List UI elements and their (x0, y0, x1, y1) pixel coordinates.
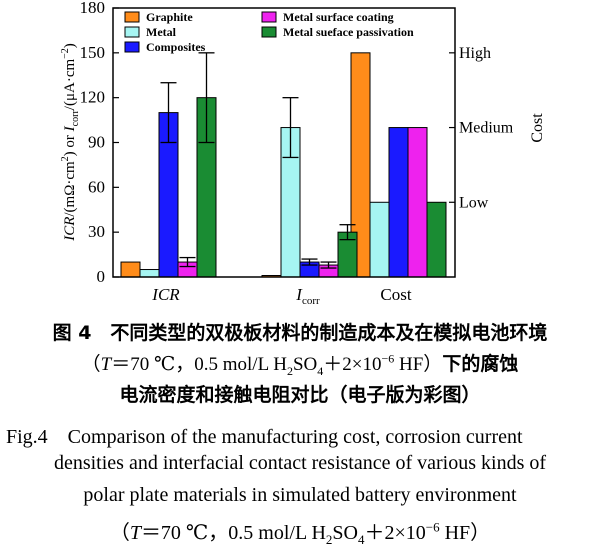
bar-icr-0 (120, 261, 141, 278)
y-tick-label: 120 (80, 88, 106, 107)
x-category-label: Icorr (295, 285, 320, 307)
plot-area (120, 52, 447, 278)
caption-cn-line-2-sup: −6 (381, 351, 395, 366)
caption-en-line-4-t: T (129, 522, 141, 544)
caption-en-line-4-b: ＝70 ℃，0.5 mol/L H (140, 522, 326, 544)
y-axis-label-part: I (62, 125, 78, 132)
caption-en-line-4-sub4: 4 (357, 532, 365, 547)
right-tick-label: High (459, 45, 491, 62)
y-tick-label: 0 (97, 267, 106, 286)
y-axis-label-part: 2 (60, 156, 71, 161)
caption-cn-line-2-t: T (100, 354, 112, 375)
bar-cost-2 (388, 127, 409, 278)
y-axis-label-part: corr (70, 110, 81, 127)
legend-label: Metal sueface passivation (283, 25, 414, 39)
caption-cn-line-2-b: ＝70 ℃，0.5 mol/L H (111, 354, 287, 375)
y-tick-label: 90 (88, 133, 105, 152)
right-tick-label: Low (459, 194, 489, 211)
caption-cn-line-2-open: （ (81, 354, 101, 375)
y-tick-label: 30 (88, 222, 105, 241)
caption-cn-line-2-sub2: 2 (286, 363, 293, 378)
caption-cn-line-2-sub4: 4 (317, 363, 324, 378)
y-axis-label-part: /(μA·cm (62, 59, 78, 111)
legend-swatch (124, 11, 140, 23)
x-category-label: ICR (151, 285, 180, 304)
y-tick-label: 150 (80, 43, 106, 62)
y-axis-label-text: ICR/(mΩ·cm2) or Icorr/(μA·cm−2) (60, 43, 81, 242)
caption-cn-line-1: 图 4 不同类型的双极板材料的制造成本及在模拟电池环境 (52, 322, 548, 344)
y-axis-label-part: /(mΩ·cm (62, 161, 78, 217)
caption-cn-line-2-d: ＋2×10 (323, 354, 382, 375)
bar-cost-1 (369, 201, 390, 278)
legend-label: Graphite (146, 10, 193, 24)
y-tick-label: 60 (88, 177, 105, 196)
y-axis-label-part: ) (62, 43, 78, 48)
caption-cn-line-2: （T＝70 ℃，0.5 mol/L H2SO4＋2×10−6 HF）下的腐蚀 (0, 349, 600, 379)
caption-en-line-4-d: ＋2×10 (364, 522, 426, 544)
bar-chart: 0 30 60 90 120 150 180 High Medium Low ICR Icorr Cos… (60, 0, 546, 307)
legend-swatch (124, 26, 140, 38)
caption-en-line-4: （T＝70 ℃，0.5 mol/L H2SO4＋2×10−6 HF） (0, 516, 600, 548)
y-axis-label-part: ) or (62, 131, 78, 156)
bar-icr-1 (139, 269, 160, 278)
caption-en-line-4-sup: −6 (425, 519, 440, 535)
caption-en-line-2: densities and interfacial contact resist… (53, 452, 547, 474)
bar-cost-3 (407, 127, 428, 278)
caption-cn-line-2-zh: 下的腐蚀 (442, 353, 519, 375)
legend-label: Metal surface coating (283, 10, 394, 24)
caption-en-line-4-sub2: 2 (325, 532, 333, 547)
caption-cn-line-3: 电流密度和接触电阻对比（电子版为彩图） (119, 384, 481, 406)
x-category-label: Cost (380, 285, 411, 304)
y-axis-label: ICR/(mΩ·cm2) or Icorr/(μA·cm−2) (60, 43, 81, 242)
caption-cn-line-2-c: SO (292, 354, 318, 375)
legend-label: Composites (146, 40, 206, 54)
caption-en-line-4-c: SO (332, 522, 358, 544)
y-tick-label: 180 (80, 0, 106, 17)
legend-swatch (124, 41, 140, 53)
caption-en-line-1: Fig.4 Comparison of the manufacturing co… (6, 426, 523, 448)
x-category-sub: corr (302, 295, 320, 307)
right-tick-label: Medium (459, 120, 514, 137)
legend-swatch (261, 11, 277, 23)
right-axis-label: Cost (529, 113, 546, 143)
caption-en-line-3: polar plate materials in simulated batte… (83, 484, 517, 506)
caption-cn-line-2-e: HF） (394, 354, 443, 375)
caption-en-line-4-open: （ (109, 522, 130, 544)
caption-en-line-4-e: HF） (439, 522, 491, 544)
y-axis-label-part: −2 (60, 48, 71, 59)
bar-cost-4 (426, 201, 447, 278)
y-axis-label-part: ICR (62, 217, 78, 242)
legend-swatch (261, 26, 277, 38)
legend-label: Metal (146, 25, 177, 39)
